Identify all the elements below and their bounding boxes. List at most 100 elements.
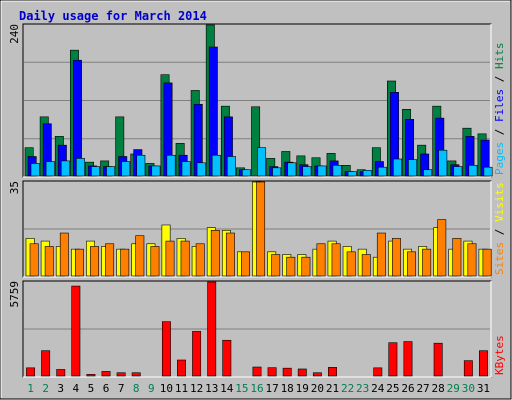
x-tick-label-day-10: 10 [160,382,173,395]
x-tick-label-day-19: 19 [296,382,309,395]
y-max-label: 35 [8,181,21,194]
x-tick-label-day-1: 1 [27,382,34,395]
x-tick-label-day-9: 9 [148,382,155,395]
bar-pages-day-24 [377,166,387,177]
x-tick-label-day-20: 20 [311,382,324,395]
x-tick-label-day-25: 25 [386,382,399,395]
bar-sites-day-24 [376,232,386,277]
bar-sites-day-18 [286,256,296,277]
bar-pages-day-20 [317,165,327,177]
bar-sites-day-20 [316,243,326,277]
bar-kbytes-day-5 [86,374,96,377]
bar-sites-day-6 [105,243,115,277]
bar-sites-day-25 [392,238,401,277]
bar-sites-day-22 [346,251,356,277]
bar-pages-day-27 [423,169,433,177]
bar-kbytes-day-8 [131,372,141,377]
bar-pages-day-9 [151,165,161,177]
bar-kbytes-day-1 [26,367,35,377]
bar-sites-day-13 [210,230,220,277]
bar-sites-day-17 [271,254,281,277]
panel-kbytes: 5759 KBytes [8,280,506,378]
bar-pages-day-19 [302,166,312,177]
legend-separator: / [493,69,506,89]
bar-pages-day-23 [362,170,372,177]
x-tick-label-day-7: 7 [118,382,125,395]
bar-kbytes-day-3 [56,369,66,377]
x-tick-label-day-15: 15 [235,382,248,395]
x-axis-day-labels: 1 2 3 4 5 6 7 8 9 10 11 12 13 14 15 16 17 18 19 20 21 22 23 24 2… [27,382,490,395]
bar-pages-day-15 [242,169,251,177]
bar-pages-day-2 [45,161,55,177]
bar-pages-day-5 [91,166,100,177]
x-tick-label-day-3: 3 [57,382,64,395]
bar-sites-day-30 [467,243,477,277]
bar-pages-day-16 [257,147,267,177]
bar-sites-day-26 [407,251,417,277]
bar-kbytes-day-16 [252,366,262,377]
bar-pages-day-29 [453,166,463,177]
bar-pages-day-8 [136,154,146,177]
bar-pages-day-26 [408,159,418,177]
chart-panels: 240 Pages / Files / Hits 35 Sites / Visits 5… [8,23,506,378]
bar-pages-day-25 [393,158,402,177]
x-tick-label-day-12: 12 [190,382,203,395]
bar-kbytes-day-18 [282,367,292,377]
bar-sites-day-5 [90,246,99,277]
x-tick-label-day-22: 22 [341,382,354,395]
bar-pages-day-3 [60,160,70,177]
bar-kbytes-day-19 [297,368,307,377]
x-tick-label-day-6: 6 [103,382,110,395]
x-tick-label-day-5: 5 [88,382,95,395]
bar-sites-day-16 [256,181,266,277]
bar-sites-day-15 [241,251,250,277]
bar-kbytes-day-17 [267,367,277,377]
bar-sites-day-14 [225,232,235,277]
bar-kbytes-day-10 [161,321,171,377]
bar-pages-day-21 [332,165,342,177]
bar-pages-day-4 [75,158,85,177]
bar-kbytes-day-28 [433,342,443,377]
bar-kbytes-day-31 [478,350,488,377]
legend-entry-pages: Pages [493,142,506,175]
bar-pages-day-31 [483,166,493,177]
x-tick-label-day-21: 21 [326,382,339,395]
x-tick-label-day-18: 18 [281,382,294,395]
bar-sites-day-21 [331,243,341,277]
x-tick-label-day-11: 11 [175,382,188,395]
y-max-label: 240 [8,24,21,44]
bar-pages-day-14 [226,156,236,177]
bar-pages-day-30 [468,165,478,177]
legend-entry-hits: Hits [493,43,506,70]
bar-sites-day-1 [29,243,39,277]
bar-kbytes-day-26 [403,341,413,377]
bar-kbytes-day-2 [41,350,51,377]
panel-legend: Pages / Files / Hits [493,43,506,176]
bar-sites-day-28 [437,219,447,277]
bar-kbytes-day-7 [116,372,126,377]
x-tick-label-day-13: 13 [205,382,218,395]
bar-pages-day-18 [287,162,297,177]
bar-sites-day-8 [135,235,145,277]
bar-pages-day-22 [347,171,357,177]
bar-pages-day-7 [121,161,131,177]
bar-sites-day-31 [482,248,492,277]
x-tick-label-day-16: 16 [250,382,263,395]
bar-sites-day-19 [301,256,311,277]
legend-entry-visits: Visits [493,182,506,222]
bar-hits-day-16 [251,106,261,177]
bar-sites-day-9 [150,246,160,277]
bar-kbytes-day-11 [177,359,186,377]
x-tick-label-day-29: 29 [447,382,460,395]
bar-sites-day-27 [422,248,432,277]
panel-visits_sites: 35 Sites / Visits [8,180,506,278]
panel-legend: KBytes [493,335,506,375]
x-tick-label-day-4: 4 [73,382,80,395]
x-tick-label-day-31: 31 [477,382,490,395]
bar-kbytes-day-14 [222,339,232,377]
bar-pages-day-11 [181,161,191,177]
legend-entry-kbytes: KBytes [493,335,506,375]
bar-kbytes-day-21 [328,367,337,377]
bar-pages-day-12 [196,162,206,177]
